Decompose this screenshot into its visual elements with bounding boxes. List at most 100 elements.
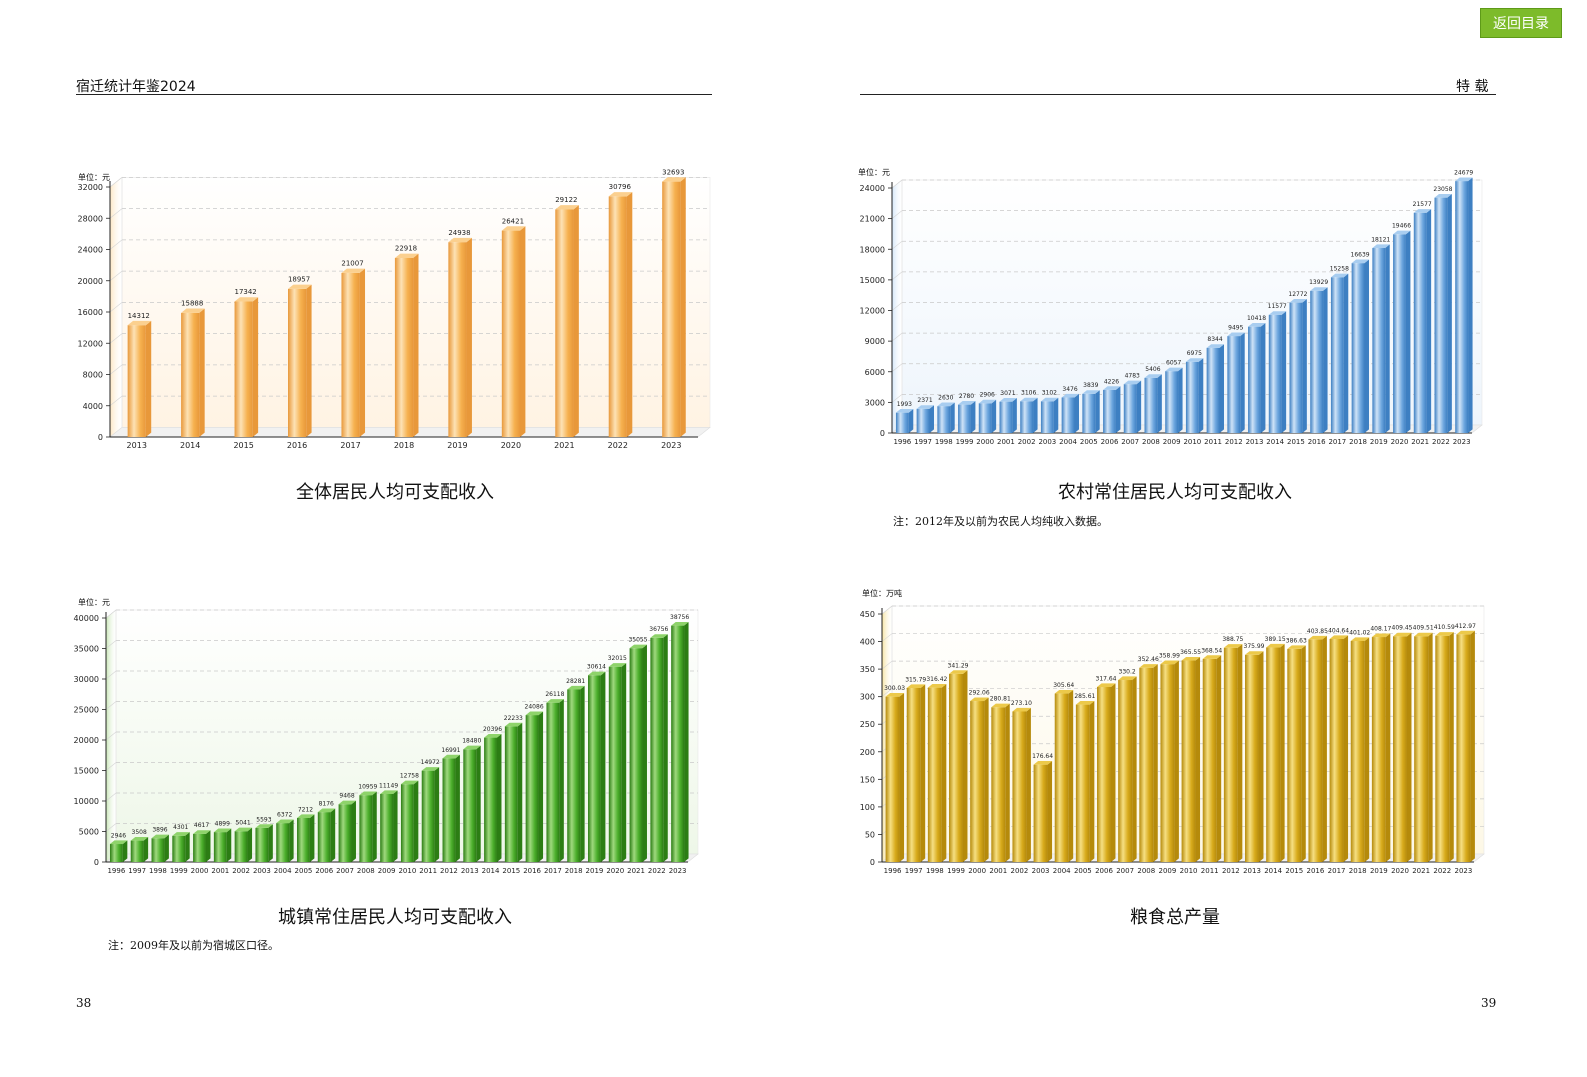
y-tick-label: 32000	[78, 183, 103, 192]
bar-side	[1405, 230, 1411, 433]
bar-top	[1181, 656, 1201, 661]
bar	[978, 399, 997, 433]
bar-side	[1260, 323, 1266, 433]
bar-side	[1385, 633, 1391, 862]
bar	[1456, 630, 1475, 862]
bar-side	[663, 634, 668, 862]
data-label: 280.81	[990, 696, 1011, 703]
bar	[276, 819, 294, 862]
bar	[1202, 655, 1222, 862]
x-tick-label: 2000	[191, 867, 209, 875]
bar-side	[621, 663, 627, 862]
bar-top	[234, 827, 253, 832]
bar	[341, 268, 366, 437]
bar-front	[442, 758, 456, 862]
bar-front	[1206, 347, 1220, 433]
bar-front	[1289, 302, 1303, 433]
y-tick-label: 300	[860, 693, 875, 702]
bar	[1455, 177, 1473, 433]
y-tick-label: 450	[860, 610, 875, 619]
x-tick-label: 2003	[1032, 867, 1050, 875]
bar-side	[1195, 656, 1201, 862]
bar	[380, 790, 398, 862]
x-tick-label: 1998	[926, 867, 944, 875]
bar-front	[1330, 277, 1344, 433]
bar-front	[463, 749, 477, 862]
return-to-contents-button[interactable]: 返回目录	[1480, 8, 1562, 38]
bar-top	[1097, 683, 1116, 687]
bar	[255, 824, 273, 862]
x-tick-label: 2017	[1328, 438, 1346, 446]
bar-side	[145, 320, 152, 437]
bar-top	[463, 745, 481, 750]
data-label: 409.51	[1413, 625, 1434, 632]
bar-front	[671, 625, 685, 862]
x-tick-label: 2015	[233, 441, 253, 450]
bar-top	[181, 308, 205, 313]
bar-top	[1434, 194, 1452, 198]
x-tick-label: 2007	[336, 867, 354, 875]
bar-side	[455, 754, 460, 862]
x-tick-label: 2021	[1411, 438, 1429, 446]
data-label: 32015	[608, 655, 627, 662]
x-tick-label: 1999	[956, 438, 974, 446]
y-tick-label: 150	[860, 775, 875, 784]
x-tick-label: 2019	[586, 867, 604, 875]
x-tick-label: 2011	[419, 867, 437, 875]
chart-rural-unit: 单位：元	[858, 168, 890, 177]
data-label: 5041	[235, 820, 250, 827]
data-label: 20396	[483, 726, 502, 733]
bar-front	[1033, 764, 1048, 862]
data-label: 3839	[1083, 382, 1098, 389]
data-label: 4226	[1104, 378, 1119, 385]
data-label: 2780	[959, 393, 974, 400]
bar	[1144, 374, 1162, 433]
bar-front	[1160, 664, 1175, 862]
bar-front	[1020, 401, 1034, 433]
data-label: 3106	[1021, 390, 1036, 397]
gridline-side	[105, 640, 117, 649]
data-label: 4301	[173, 824, 188, 831]
bar-side	[226, 828, 232, 862]
gridline-side	[891, 271, 903, 281]
x-tick-label: 2003	[1038, 438, 1056, 446]
bar-side	[1005, 703, 1010, 862]
bar-side	[1110, 683, 1116, 862]
bar-side	[1237, 644, 1243, 862]
bar-top	[1393, 230, 1411, 235]
bar-front	[1308, 639, 1323, 862]
bar-front	[297, 818, 310, 862]
bar-front	[1144, 377, 1158, 433]
bar-top	[504, 722, 523, 727]
bar	[317, 808, 336, 862]
x-tick-label: 2014	[180, 441, 200, 450]
bar-top	[1223, 644, 1243, 648]
data-label: 22918	[395, 245, 417, 253]
bar-top	[448, 237, 472, 243]
data-label: 409.45	[1392, 625, 1413, 632]
bar-front	[1248, 326, 1261, 433]
gridline-side	[881, 660, 893, 670]
bar-side	[1047, 761, 1053, 862]
y-tick-label: 100	[860, 803, 875, 812]
gridline-side	[891, 332, 903, 342]
x-tick-label: 2008	[1137, 867, 1155, 875]
bar-front	[970, 701, 985, 862]
chart-grain-unit: 单位：万吨	[862, 589, 902, 598]
bar-side	[1216, 655, 1222, 862]
bar-top	[1082, 390, 1100, 394]
bar-side	[330, 808, 336, 862]
x-tick-label: 2021	[554, 441, 574, 450]
data-label: 4783	[1125, 373, 1140, 380]
chart-urban-title: 城镇常住居民人均可支配收入	[278, 907, 512, 928]
bar	[1223, 644, 1243, 862]
bar-top	[1165, 367, 1183, 372]
bar-side	[626, 192, 633, 437]
bar-top	[567, 685, 585, 690]
bar-side	[247, 827, 253, 862]
data-label: 23058	[1433, 186, 1452, 193]
bar	[608, 663, 627, 862]
bar	[567, 685, 585, 862]
data-label: 18121	[1371, 236, 1390, 243]
bar-side	[1089, 700, 1095, 862]
